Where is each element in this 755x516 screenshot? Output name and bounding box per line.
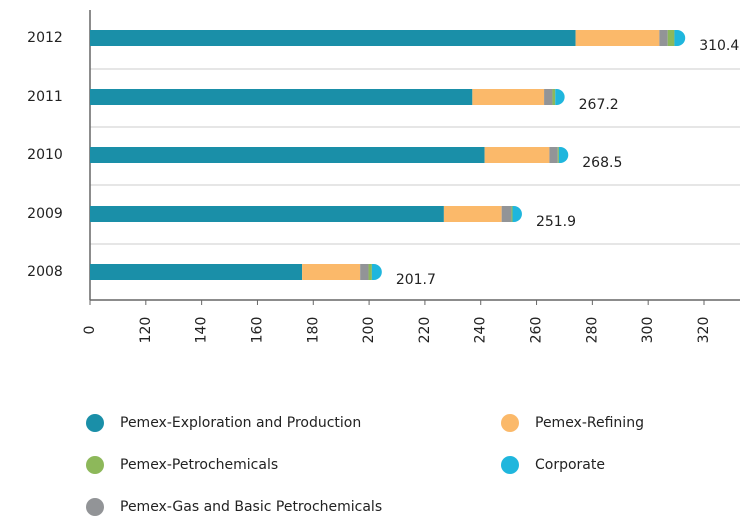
- y-tick-label: 2010: [27, 147, 63, 163]
- y-tick-label: 2008: [27, 264, 63, 280]
- legend-swatch: [86, 456, 104, 474]
- y-tick-label: 2012: [27, 30, 63, 46]
- bar-segment: [443, 206, 502, 222]
- legend-label: Pemex-Exploration and Production: [120, 415, 361, 431]
- bar-segment: [674, 30, 686, 46]
- bar-segment: [667, 30, 675, 46]
- bar-segment: [501, 206, 512, 222]
- bar-segment: [512, 206, 522, 222]
- bar-segment: [90, 206, 444, 222]
- legend-label: Pemex-Petrochemicals: [120, 457, 278, 473]
- legend-label: Pemex-Refining: [535, 415, 644, 431]
- x-tick-label: 180: [305, 317, 321, 344]
- legend-swatch: [501, 456, 519, 474]
- bar-segment: [371, 264, 382, 280]
- x-tick-label: 320: [696, 317, 712, 344]
- legend-label: Corporate: [535, 457, 605, 473]
- bar-segment: [368, 264, 372, 280]
- x-tick-label: 240: [473, 317, 489, 344]
- bar-segment: [360, 264, 369, 280]
- total-label: 310.4: [699, 38, 739, 54]
- bar-segment: [544, 89, 553, 105]
- legend-swatch: [86, 498, 104, 516]
- total-label: 267.2: [579, 97, 619, 113]
- x-tick-label: 140: [194, 317, 210, 344]
- bar-segment: [90, 30, 576, 46]
- x-tick-label: 280: [584, 317, 600, 344]
- bar-segment: [558, 147, 569, 163]
- total-label: 268.5: [582, 155, 622, 171]
- legend-swatch: [86, 414, 104, 432]
- bar-segment: [472, 89, 545, 105]
- bar-segment: [90, 147, 485, 163]
- bar-segment: [659, 30, 668, 46]
- bar-segment: [511, 206, 513, 222]
- x-tick-label: 120: [138, 317, 154, 344]
- legend-swatch: [501, 414, 519, 432]
- bar-segment: [90, 89, 473, 105]
- y-tick-label: 2009: [27, 206, 63, 222]
- total-label: 251.9: [536, 214, 576, 230]
- total-label: 201.7: [396, 272, 436, 288]
- x-tick-label: 300: [640, 317, 656, 344]
- x-tick-label: 0: [82, 326, 98, 335]
- bar-segment: [557, 147, 559, 163]
- bar-segment: [484, 147, 550, 163]
- bar-segment: [555, 89, 565, 105]
- bar-segment: [575, 30, 660, 46]
- x-tick-label: 260: [529, 317, 545, 344]
- x-tick-label: 160: [249, 317, 265, 344]
- x-tick-label: 220: [417, 317, 433, 344]
- bar-segment: [302, 264, 361, 280]
- bar-segment: [90, 264, 303, 280]
- y-tick-label: 2011: [27, 89, 63, 105]
- bar-segment: [549, 147, 558, 163]
- x-tick-label: 200: [361, 317, 377, 344]
- bar-segment: [552, 89, 556, 105]
- legend-label: Pemex-Gas and Basic Petrochemicals: [120, 499, 382, 515]
